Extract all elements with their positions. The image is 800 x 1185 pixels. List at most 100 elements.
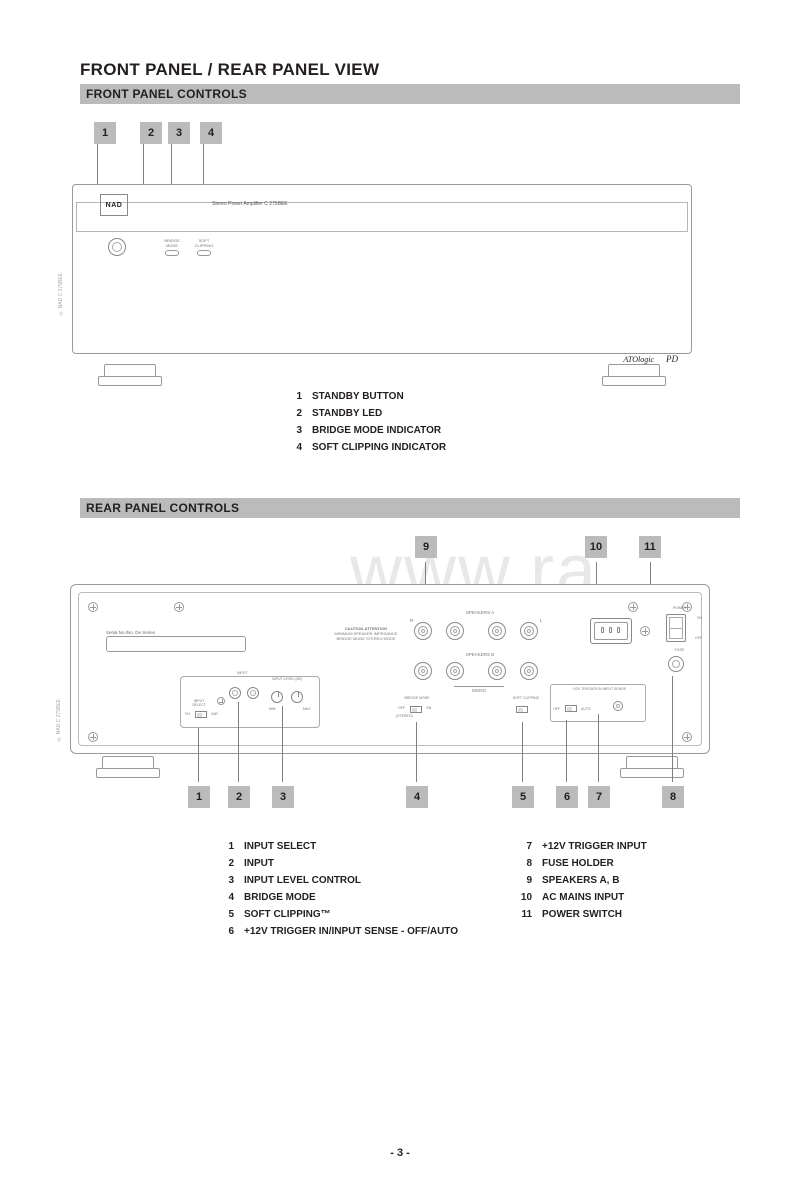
power-switch-icon [666,614,686,642]
legend-text: SOFT CLIPPING™ [244,906,331,923]
l-label: L [540,618,543,623]
off-label: OFF [695,636,702,640]
pd-logo: PD [666,354,678,364]
nad-logo: NAD [100,194,128,216]
auto-label: AUTO [581,707,591,711]
page-number: - 3 - [0,1147,800,1159]
input-label: INPUT [237,671,248,675]
input-select-label: INPUT SELECT [187,699,211,707]
power-label: POWER [673,606,686,610]
page-title: FRONT PANEL / REAR PANEL VIEW [80,60,740,80]
caution-text: CAUTION-ATTENTION MINIMUM SPEAKER IMPEDA… [326,626,406,642]
legend-num: 5 [220,906,234,923]
legend-text: +12V TRIGGER INPUT [542,838,647,855]
front-legend: 1 STANDBY BUTTON 2 STANDBY LED 3 BRIDGE MOD… [290,388,740,456]
stereo-label: (STEREO) [396,714,413,718]
legend-num: 1 [220,838,234,855]
legend-num: 11 [518,906,532,923]
min-label: MIN [269,707,275,711]
legend-num: 4 [290,439,302,456]
callout-11: 11 [639,536,661,558]
callout-r7: 7 [588,786,610,808]
speakers-b-label: SPEAKERS B [440,652,520,657]
callout-3: 3 [168,122,190,144]
speakers-a-label: SPEAKERS A [440,610,520,615]
legend-text: FUSE HOLDER [542,855,614,872]
legend-num: 7 [518,838,532,855]
legend-text: POWER SWITCH [542,906,622,923]
soft-indicator-label: SOFT CLIPPING [195,238,214,248]
callout-10: 10 [585,536,607,558]
legend-text: INPUT [244,855,274,872]
callout-r4: 4 [406,786,428,808]
ac-mains-icon [590,618,632,644]
callout-r1: 1 [188,786,210,808]
side-copyright: © NAD C 275BEE [58,273,64,316]
legend-num: 1 [290,388,302,405]
serial-box: Serial No./No. De Series [106,630,246,654]
legend-text: AC MAINS INPUT [542,889,624,906]
serial-label: Serial No./No. De Series [106,630,246,635]
on-label: ON [426,706,431,710]
callout-9: 9 [415,536,437,558]
callout-r6: 6 [556,786,578,808]
legend-num: 3 [290,422,302,439]
legend-num: 8 [518,855,532,872]
legend-num: 2 [290,405,302,422]
rear-side-copyright: © NAD C 275BEE [56,699,62,742]
rear-callouts-bottom: 1 2 3 4 5 6 7 8 [188,786,740,808]
callout-2: 2 [140,122,162,144]
legend-num: 10 [518,889,532,906]
legend-num: 3 [220,872,234,889]
input-box: INPUT INPUT LEVEL (dB) MIN MAX INPUT SEL… [180,676,320,728]
bridge-sw-label: BRIDGE MODE [400,696,434,700]
rear-callouts-top: 9 10 11 [415,536,740,558]
legend-num: 4 [220,889,234,906]
legend-text: +12V TRIGGER IN/INPUT SENSE - OFF/AUTO [244,923,458,940]
off-label: OFF [553,707,560,711]
legend-text: BRIDGE MODE INDICATOR [312,422,441,439]
legend-text: SPEAKERS A, B [542,872,619,889]
var-label: VAR [211,712,218,716]
rear-panel-diagram: Serial No./No. De Series CAUTION-ATTENTI… [70,562,710,782]
legend-text: SOFT CLIPPING INDICATOR [312,439,446,456]
callout-r8: 8 [662,786,684,808]
callout-r3: 3 [272,786,294,808]
legend-text: STANDBY LED [312,405,382,422]
legend-num: 6 [220,923,234,940]
rear-section-heading: REAR PANEL CONTROLS [80,498,740,518]
front-callout-row: 1 2 3 4 [94,122,740,144]
off-label: OFF [398,706,405,710]
legend-text: INPUT LEVEL CONTROL [244,872,361,889]
r-label: R [410,618,413,623]
callout-4: 4 [200,122,222,144]
input-level-label: INPUT LEVEL (dB) [271,677,303,681]
on-label: ON [697,616,702,620]
foot-right [602,364,666,390]
legend-text: STANDBY BUTTON [312,388,404,405]
trigger-label: +12V TRIGGER IN INPUT SENSE [561,687,637,691]
front-panel-diagram: NAD Stereo Power Amplifier C 275BEE BRID… [72,146,692,376]
front-section-heading: FRONT PANEL CONTROLS [80,84,740,104]
legend-text: INPUT SELECT [244,838,316,855]
max-label: MAX [303,707,311,711]
soft-sw-label: SOFT CLIPPING [506,696,546,700]
rear-legend: 1 INPUT SELECT 2 INPUT 3 INPUT LEVEL CONTRO… [220,838,740,940]
callout-1: 1 [94,122,116,144]
atologic-logo: ATOlogic [623,355,654,364]
rear-foot-left [96,756,160,782]
callout-r2: 2 [228,786,250,808]
standby-button-icon [108,238,126,256]
rear-foot-right [620,756,684,782]
legend-num: 2 [220,855,234,872]
foot-left [98,364,162,390]
mono-label: MONO [454,686,504,693]
callout-r5: 5 [512,786,534,808]
legend-text: BRIDGE MODE [244,889,316,906]
model-text: Stereo Power Amplifier C 275BEE [212,201,288,207]
fix-label: FIX [185,712,190,716]
bridge-indicator-label: BRIDGE MODE [164,238,179,248]
fuse-label: FUSE [675,648,684,652]
fuse-icon [668,656,684,672]
legend-num: 9 [518,872,532,889]
